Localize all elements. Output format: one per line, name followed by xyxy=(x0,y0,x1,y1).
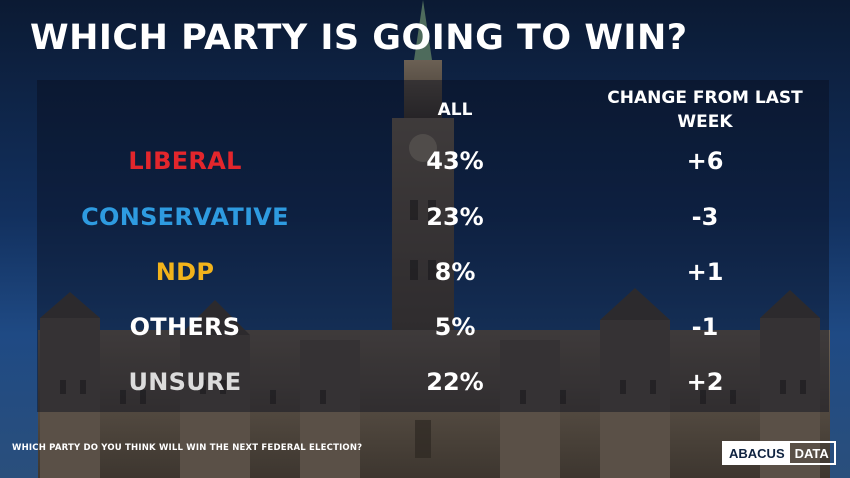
page-title: WHICH PARTY IS GOING TO WIN? xyxy=(30,18,688,58)
value-all-unsure: 22% xyxy=(426,368,484,396)
value-change-others: -1 xyxy=(691,313,719,341)
party-label-unsure: UNSURE xyxy=(128,368,242,396)
value-change-unsure: +2 xyxy=(686,368,724,396)
party-label-liberal: LIBERAL xyxy=(128,147,242,175)
value-change-conservative: -3 xyxy=(691,203,719,231)
column-header-all: ALL xyxy=(437,100,473,120)
logo-part-2: DATA xyxy=(794,446,829,461)
logo-part-1: ABACUS xyxy=(724,443,790,463)
results-panel xyxy=(37,80,829,412)
value-all-liberal: 43% xyxy=(426,147,484,175)
survey-question: WHICH PARTY DO YOU THINK WILL WIN THE NE… xyxy=(12,443,363,453)
value-all-others: 5% xyxy=(434,313,476,341)
value-change-ndp: +1 xyxy=(686,258,724,286)
column-header-change: CHANGE FROM LAST WEEK xyxy=(607,88,803,132)
party-label-others: OTHERS xyxy=(129,313,241,341)
party-label-ndp: NDP xyxy=(155,258,215,286)
value-change-liberal: +6 xyxy=(686,147,724,175)
party-label-conservative: CONSERVATIVE xyxy=(81,203,289,231)
value-all-ndp: 8% xyxy=(434,258,476,286)
value-all-conservative: 23% xyxy=(426,203,484,231)
abacus-data-logo: ABACUS DATA xyxy=(722,441,836,465)
